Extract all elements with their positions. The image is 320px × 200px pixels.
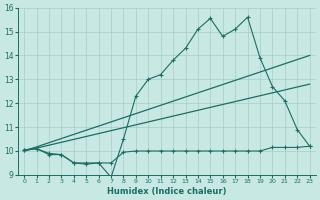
X-axis label: Humidex (Indice chaleur): Humidex (Indice chaleur): [107, 187, 227, 196]
